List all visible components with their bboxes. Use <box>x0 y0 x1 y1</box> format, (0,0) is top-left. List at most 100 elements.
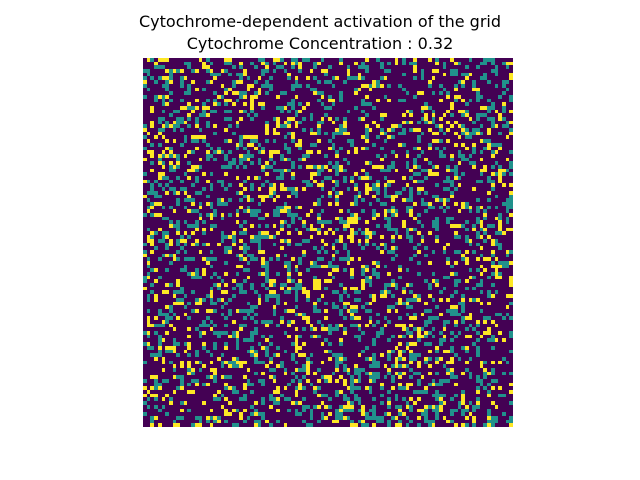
heatmap-cell-active <box>306 294 310 298</box>
heatmap-cell-active <box>435 346 439 350</box>
heatmap-cell-active <box>228 335 232 338</box>
heatmap-cell-active <box>398 423 402 427</box>
heatmap-cell-intermediate <box>428 405 432 409</box>
heatmap-cell-intermediate <box>258 342 261 346</box>
heatmap-cell-intermediate <box>317 128 321 132</box>
heatmap-cell-intermediate <box>291 287 295 290</box>
heatmap-cell-active <box>365 95 369 99</box>
heatmap-cell-active <box>332 231 335 235</box>
heatmap-cell-intermediate <box>324 73 328 76</box>
heatmap-cell-active <box>395 324 398 327</box>
heatmap-cell-intermediate <box>150 58 154 62</box>
heatmap-cell-intermediate <box>228 361 232 364</box>
heatmap-cell-intermediate <box>413 298 417 302</box>
heatmap-cell-active <box>469 335 472 338</box>
heatmap-cell-intermediate <box>191 183 195 187</box>
heatmap-cell-intermediate <box>298 243 302 246</box>
heatmap-cell-active <box>150 423 154 427</box>
heatmap-cell-active <box>409 361 413 364</box>
heatmap-cell-active <box>228 250 232 254</box>
heatmap-cell-active <box>321 69 324 73</box>
subtitle-separator: : <box>402 34 418 53</box>
heatmap-cell-active <box>391 386 395 390</box>
heatmap-cell-intermediate <box>361 423 365 427</box>
heatmap-cell-active <box>476 401 480 405</box>
heatmap-cell-active <box>250 99 254 102</box>
heatmap-cell-active <box>428 350 432 353</box>
heatmap-cell-intermediate <box>402 187 406 191</box>
heatmap-cell-active <box>173 139 176 143</box>
heatmap-cell-active <box>210 217 213 220</box>
heatmap-cell-intermediate <box>450 412 454 416</box>
heatmap-cell-intermediate <box>265 84 269 88</box>
heatmap-cell-active <box>350 180 354 183</box>
heatmap-cell-intermediate <box>498 95 502 99</box>
heatmap-cell-intermediate <box>365 102 369 106</box>
heatmap-cell-intermediate <box>287 76 291 80</box>
heatmap-cell-intermediate <box>350 309 354 313</box>
heatmap-cell-intermediate <box>461 154 465 158</box>
heatmap-cell-active <box>350 268 354 272</box>
heatmap-cell-intermediate <box>439 401 443 405</box>
heatmap-cell-active <box>354 305 358 309</box>
heatmap-cell-active <box>483 320 487 324</box>
heatmap-cell-active <box>450 106 454 110</box>
heatmap-cell-intermediate <box>476 113 480 117</box>
heatmap-cell-active <box>310 165 313 169</box>
heatmap-cell-intermediate <box>491 124 495 128</box>
heatmap-cell-active <box>372 121 376 124</box>
heatmap-cell-active <box>324 69 328 73</box>
heatmap-cell-active <box>295 76 298 80</box>
chart-title: Cytochrome-dependent activation of the g… <box>138 12 501 31</box>
heatmap-cell-intermediate <box>372 397 376 401</box>
heatmap-cell-active <box>358 353 361 357</box>
heatmap-cell-intermediate <box>239 91 243 95</box>
heatmap-cell-active <box>369 128 372 132</box>
heatmap-cell-intermediate <box>291 217 295 220</box>
heatmap-cell-active <box>384 183 387 187</box>
heatmap-cell-intermediate <box>409 368 413 372</box>
heatmap-cell-intermediate <box>409 290 413 294</box>
heatmap-cell-intermediate <box>213 379 217 383</box>
heatmap-cell-intermediate <box>424 409 428 412</box>
heatmap-cell-active <box>276 397 280 401</box>
heatmap-cell-active <box>332 121 335 124</box>
heatmap-cell-active <box>480 106 483 110</box>
heatmap-cell-intermediate <box>409 187 413 191</box>
heatmap-cell-intermediate <box>465 239 469 243</box>
heatmap-cell-active <box>432 132 435 135</box>
heatmap-cell-intermediate <box>184 268 187 272</box>
heatmap-cell-intermediate <box>147 88 150 91</box>
heatmap-cell-active <box>250 106 254 110</box>
heatmap-cell-intermediate <box>395 209 398 213</box>
heatmap-cell-intermediate <box>487 176 491 180</box>
heatmap-cell-active <box>191 368 195 372</box>
heatmap-cell-active <box>395 213 398 217</box>
heatmap-cell-intermediate <box>424 246 428 250</box>
heatmap-cell-active <box>154 375 158 379</box>
heatmap-cell-intermediate <box>465 158 469 161</box>
heatmap-cell-intermediate <box>365 416 369 420</box>
heatmap-cell-intermediate <box>458 357 461 361</box>
heatmap-cell-active <box>291 132 295 135</box>
heatmap-cell-intermediate <box>339 95 343 99</box>
heatmap-cell-intermediate <box>339 416 343 420</box>
heatmap-cell-active <box>291 320 295 324</box>
heatmap-cell-intermediate <box>169 147 173 150</box>
heatmap-cell-intermediate <box>332 290 335 294</box>
heatmap-cell-active <box>328 379 332 383</box>
heatmap-cell-intermediate <box>435 405 439 409</box>
heatmap-cell-active <box>491 320 495 324</box>
heatmap-cell-intermediate <box>409 235 413 239</box>
heatmap-cell-intermediate <box>291 84 295 88</box>
heatmap-cell-active <box>469 239 472 243</box>
heatmap-cell-intermediate <box>210 298 213 302</box>
heatmap-cell-intermediate <box>258 239 261 243</box>
heatmap-cell-intermediate <box>446 198 450 202</box>
heatmap-cell-intermediate <box>206 58 210 62</box>
heatmap-cell-active <box>483 268 487 272</box>
heatmap-cell-active <box>143 287 147 290</box>
heatmap-cell-active <box>409 228 413 231</box>
heatmap-cell-intermediate <box>187 65 191 69</box>
heatmap-cell-intermediate <box>424 324 428 327</box>
